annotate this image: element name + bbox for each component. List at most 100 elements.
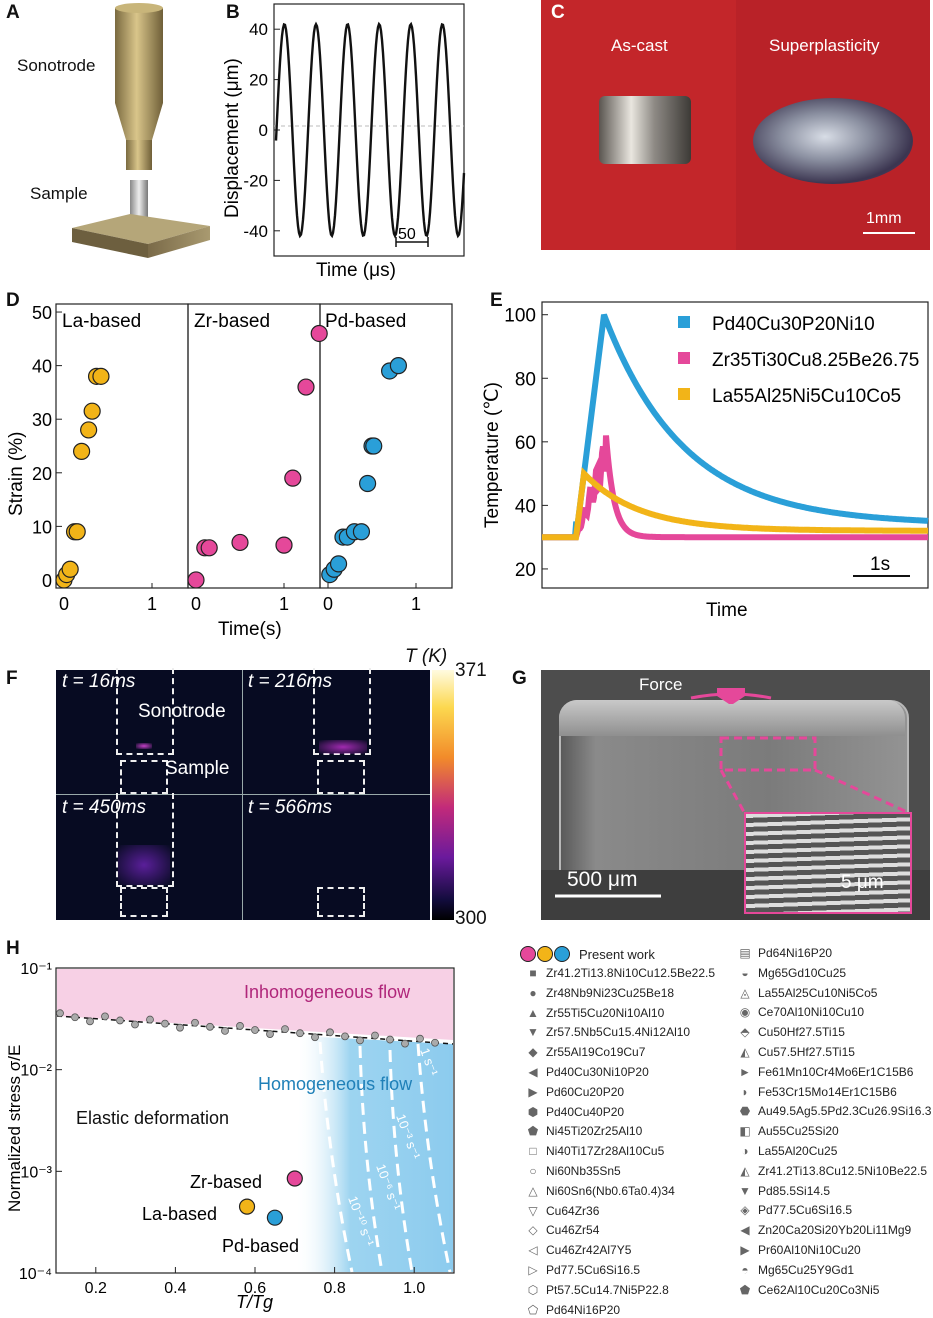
legend-marker-icon: ◁ <box>528 1243 538 1258</box>
f-label-sonotrode: Sonotrode <box>138 701 226 722</box>
legend-entry: ○ Ni60Nb35Sn5 <box>526 1164 621 1178</box>
e-legend-swatch <box>678 316 690 328</box>
legend-entry: ⬡ Pt57.5Cu14.7Ni5P22.8 <box>526 1283 669 1297</box>
legend-marker-icon: ⬠ <box>527 1302 539 1317</box>
legend-marker-icon: ▼ <box>527 1025 539 1040</box>
d-point <box>83 402 101 420</box>
d-sub-la: La-based <box>62 311 141 332</box>
legend-entry: ◬ La55Al25Cu10Ni5Co5 <box>738 986 877 1000</box>
label-sonotrode: Sonotrode <box>17 56 96 75</box>
legend-entry: ▲ Zr55Ti5Cu20Ni10Al10 <box>526 1006 664 1020</box>
d-xtick-label: 1 <box>147 594 157 614</box>
legend-entry-label: Ce70Al10Ni10Cu10 <box>758 1005 865 1020</box>
deformed-sample <box>753 98 913 184</box>
legend-marker-icon: ◀ <box>740 1223 750 1238</box>
h-literature-marker <box>386 1035 394 1044</box>
b-ytick-label: -20 <box>243 171 268 190</box>
b-scalebar-label: 50 <box>398 226 416 243</box>
h-label-zr: Zr-based <box>190 1172 262 1192</box>
legend-marker-icon: ⬢ <box>527 1104 539 1119</box>
chart-h-deformation-map: 0.2 0.4 0.6 0.8 1.0 10⁻¹ 10⁻² 10⁻³ 10⁻⁴ Inhomoge… <box>5 961 455 1312</box>
legend-entry-label: Pd40Cu40P20 <box>546 1104 625 1119</box>
legend-marker-icon: ⬟ <box>527 1124 539 1139</box>
h-literature-marker <box>116 1016 124 1025</box>
panel-d-letter: D <box>6 290 20 311</box>
d-ytick-label: 40 <box>32 357 52 377</box>
legend-present-label: Present work <box>579 947 655 962</box>
h-ylabel: Normalized stress σ/E <box>5 1045 24 1212</box>
h-label-la: La-based <box>142 1204 217 1224</box>
d-point <box>200 539 218 557</box>
legend-entry-label: Au55Cu25Si20 <box>758 1124 839 1139</box>
legend-marker-icon: ▶ <box>528 1084 538 1099</box>
colorbar-max: 371 <box>455 660 487 681</box>
e-series-line <box>542 467 928 541</box>
legend-marker-icon: ◆ <box>528 1045 538 1060</box>
h-literature-marker <box>191 1018 199 1027</box>
legend-entry: ◧ Au55Cu25Si20 <box>738 1124 839 1139</box>
h-literature-marker <box>326 1028 334 1037</box>
legend-entry: ● Zr48Nb9Ni23Cu25Be18 <box>526 986 674 1000</box>
h-literature-marker <box>266 1030 274 1038</box>
legend-entry: ► Fe61Mn10Cr4Mo6Er1C15B6 <box>738 1065 913 1079</box>
h-xtick-label: 0.4 <box>164 1280 186 1297</box>
legend-marker-icon: ⬟ <box>739 1282 751 1297</box>
legend-entry: ◀ Pd40Cu30Ni10P20 <box>526 1065 648 1079</box>
legend-marker-icon: ◬ <box>740 985 750 1000</box>
e-series-line <box>542 313 929 541</box>
d-point <box>284 469 302 487</box>
photo-c: C As-cast Superplasticity 1mm <box>541 0 930 250</box>
h-literature-marker <box>296 1029 304 1038</box>
legend-entry: ▼ Pd85.5Si14.5 <box>738 1184 830 1198</box>
frame-4-time: t = 566ms <box>248 797 332 818</box>
legend-entry: ⬟ Ni45Ti20Zr25Al10 <box>526 1124 643 1139</box>
label-as-cast: As-cast <box>611 36 668 55</box>
h-rate-line <box>416 1043 452 1273</box>
region-homogeneous <box>295 1036 453 1272</box>
panel-h-letter: H <box>6 938 20 959</box>
thermal-grid: t = 16ms t = 216ms t = 450ms t = 566ms S… <box>56 668 430 920</box>
legend-entry: ⬣ Au49.5Ag5.5Pd2.3Cu26.9Si16.3 <box>738 1104 932 1118</box>
legend-marker-icon: ◉ <box>739 1005 751 1020</box>
chart-b-displacement: 40 20 0 -20 -40 50 Time (μs) Displacement (μ… <box>222 3 466 281</box>
d-xtick-label: 0 <box>191 594 201 614</box>
chart-e-temperature: 100 80 60 40 20 Pd40Cu30P20Ni10 Zr35Ti30Cu8.2… <box>482 301 929 621</box>
e-legend-swatch <box>678 352 690 364</box>
legend-entry-label: Fe61Mn10Cr4Mo6Er1C15B6 <box>758 1064 914 1079</box>
legend-marker-icon: ◀ <box>528 1065 538 1079</box>
legend-marker-icon: ◈ <box>740 1203 750 1218</box>
e-series-line <box>542 435 928 541</box>
legend-entry-label: Cu46Zr42Al7Y5 <box>546 1243 632 1258</box>
d-point <box>61 560 79 578</box>
legend-entry-label: Zr55Al19Co19Cu7 <box>546 1045 646 1060</box>
legend-entry: ⬟ Ce62Al10Cu20Co3Ni5 <box>738 1282 880 1297</box>
e-legend-label: Zr35Ti30Cu8.25Be26.75 <box>712 350 919 371</box>
legend-entry: ▤ Pd64Ni16P20 <box>738 946 832 960</box>
legend-entry-label: Ni60Sn6(Nb0.6Ta0.4)34 <box>546 1183 675 1198</box>
d-point <box>72 442 91 460</box>
d-xtick-label: 0 <box>59 594 69 614</box>
d-point <box>275 536 293 554</box>
h-ytick-label: 10⁻² <box>20 1063 52 1080</box>
legend-marker-icon: ■ <box>529 966 537 980</box>
h-literature-marker <box>101 1012 109 1021</box>
legend-entry-label: Ni60Nb35Sn5 <box>546 1164 621 1178</box>
legend-entry: □ Ni40Ti17Zr28Al10Cu5 <box>526 1144 664 1158</box>
legend-marker-icon: ○ <box>529 1164 537 1178</box>
panel-e-letter: E <box>490 290 503 311</box>
legend-marker-icon: ◒ <box>741 965 749 980</box>
h-literature-marker <box>221 1026 229 1035</box>
d-sub-pd: Pd-based <box>325 311 406 332</box>
legend-present-dot <box>554 946 570 962</box>
h-rate-line <box>388 1049 414 1273</box>
d-sub-zr: Zr-based <box>194 311 270 332</box>
d-point <box>329 555 348 573</box>
h-ytick-label: 10⁻¹ <box>20 961 52 978</box>
legend-entry: ◒ Mg65Gd10Cu25 <box>738 966 846 980</box>
legend-entry: ⬘ Cu50Hf27.5Ti15 <box>738 1025 845 1039</box>
legend-entry: ◑ La55Al20Cu25 <box>738 1144 837 1158</box>
legend-entry-label: Ni45Ti20Zr25Al10 <box>546 1124 643 1139</box>
h-label-pd: Pd-based <box>222 1236 299 1256</box>
h-region-elastic: Elastic deformation <box>76 1108 229 1128</box>
